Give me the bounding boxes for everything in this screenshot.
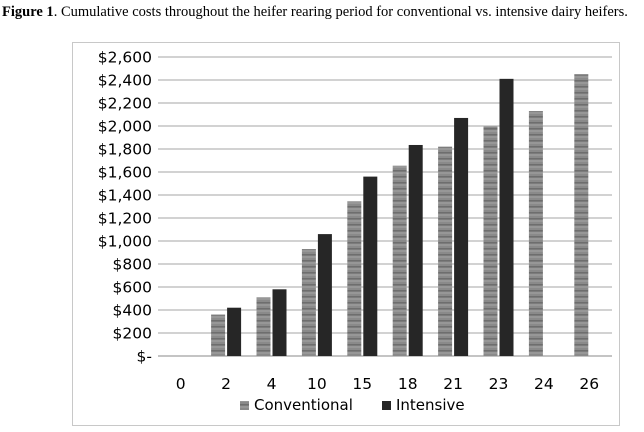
x-tick-label: 24 xyxy=(534,375,554,393)
y-tick-label: $2,000 xyxy=(98,118,152,136)
x-tick-label: 15 xyxy=(352,375,372,393)
y-tick-label: $800 xyxy=(113,256,152,274)
bar-conventional xyxy=(483,126,498,356)
x-tick-label: 0 xyxy=(176,375,186,393)
x-tick-label: 18 xyxy=(398,375,418,393)
y-tick-label: $2,600 xyxy=(98,49,152,67)
chart-frame xyxy=(72,42,620,426)
x-tick-label: 4 xyxy=(267,375,277,393)
bar-conventional xyxy=(574,74,589,356)
bar-intensive xyxy=(317,234,332,356)
bar-intensive xyxy=(499,78,514,356)
y-tick-label: $200 xyxy=(113,325,152,343)
y-tick-label: $2,200 xyxy=(98,95,152,113)
bar-conventional xyxy=(347,201,362,356)
bar-intensive xyxy=(272,289,287,356)
x-tick-label: 26 xyxy=(579,375,599,393)
bar-conventional xyxy=(438,146,453,356)
bar-intensive xyxy=(363,176,378,356)
bar-intensive xyxy=(408,144,423,356)
bar-conventional xyxy=(392,165,407,356)
legend-label-intensive: Intensive xyxy=(396,396,465,414)
y-tick-label: $1,400 xyxy=(98,187,152,205)
y-tick-label: $400 xyxy=(113,302,152,320)
figure-caption-text: . Cumulative costs throughout the heifer… xyxy=(53,4,628,20)
y-tick-label: $1,800 xyxy=(98,141,152,159)
figure-caption: Figure 1. Cumulative costs throughout th… xyxy=(2,4,642,21)
x-tick-label: 2 xyxy=(221,375,231,393)
bar-conventional xyxy=(528,111,543,356)
y-tick-label: $1,200 xyxy=(98,210,152,228)
y-tick-label: $1,000 xyxy=(98,233,152,251)
legend-swatch-conventional xyxy=(240,401,249,410)
y-tick-label: $600 xyxy=(113,279,152,297)
legend-swatch-intensive xyxy=(382,401,391,410)
bar-conventional xyxy=(301,249,316,356)
y-tick-label: $- xyxy=(137,348,152,366)
bar-conventional xyxy=(256,297,271,356)
x-tick-label: 10 xyxy=(307,375,327,393)
bar-conventional xyxy=(211,314,226,356)
x-tick-label: 23 xyxy=(489,375,509,393)
legend-label-conventional: Conventional xyxy=(254,396,353,414)
y-tick-label: $2,400 xyxy=(98,72,152,90)
figure-label: Figure 1 xyxy=(2,4,54,20)
bar-intensive xyxy=(227,307,242,356)
y-tick-label: $1,600 xyxy=(98,164,152,182)
bar-intensive xyxy=(454,117,469,356)
x-tick-label: 21 xyxy=(443,375,463,393)
